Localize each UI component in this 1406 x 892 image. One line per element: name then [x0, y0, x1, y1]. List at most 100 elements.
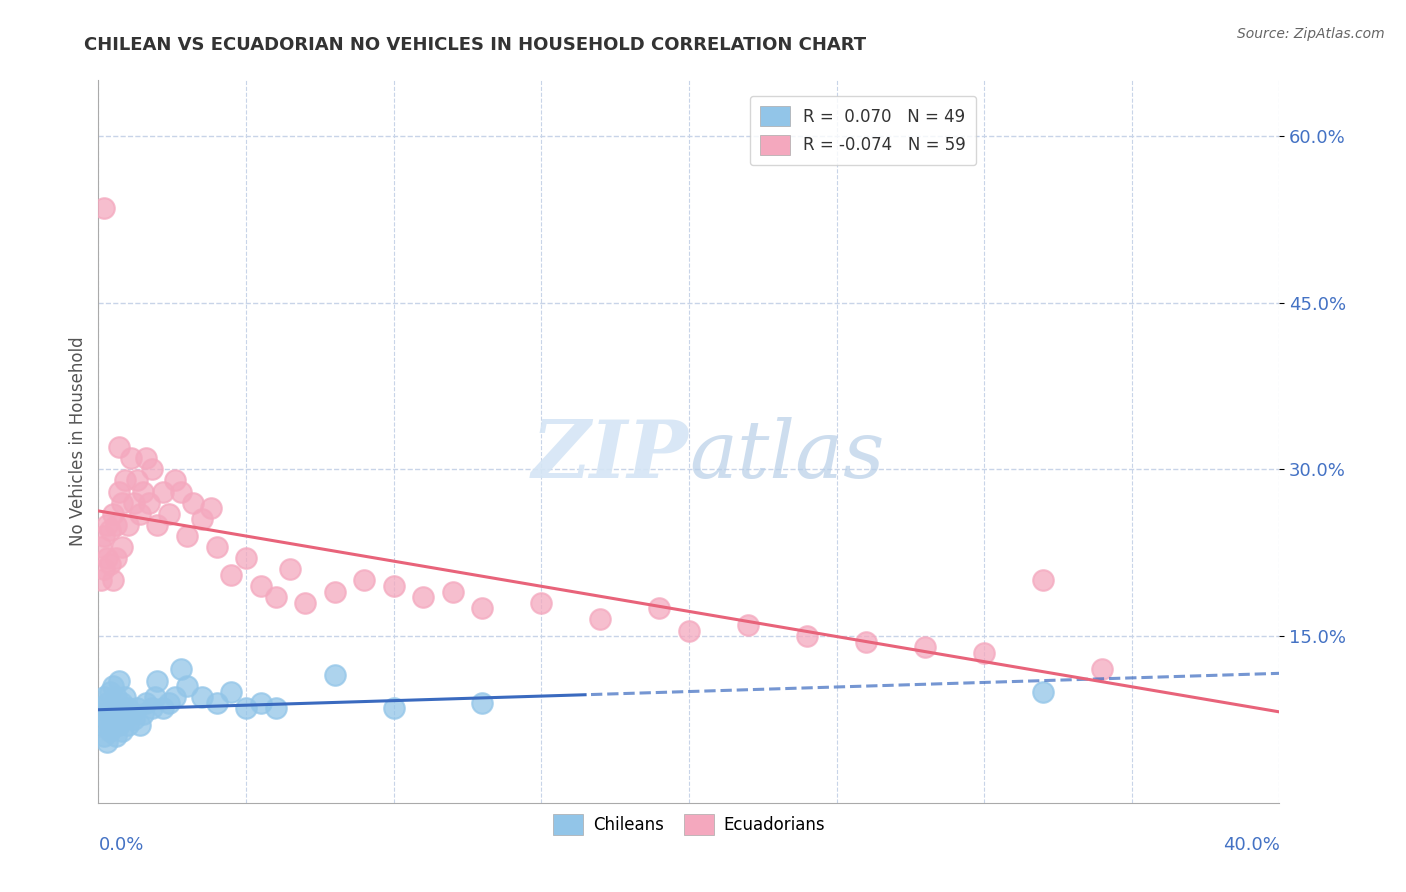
Point	[105, 729, 128, 743]
Point	[170, 484, 193, 499]
Point	[146, 673, 169, 688]
Point	[96, 696, 118, 710]
Point	[132, 706, 155, 721]
Point	[128, 507, 150, 521]
Point	[96, 713, 118, 727]
Point	[855, 634, 877, 648]
Point	[98, 524, 121, 538]
Point	[221, 684, 243, 698]
Point	[250, 696, 273, 710]
Point	[105, 690, 128, 705]
Point	[90, 574, 112, 588]
Point	[471, 696, 494, 710]
Point	[93, 690, 115, 705]
Point	[264, 701, 287, 715]
Point	[90, 706, 112, 721]
Legend: Chileans, Ecuadorians: Chileans, Ecuadorians	[546, 808, 832, 841]
Point	[117, 701, 139, 715]
Point	[737, 618, 759, 632]
Point	[122, 496, 145, 510]
Point	[108, 718, 131, 732]
Point	[152, 701, 174, 715]
Point	[125, 474, 148, 488]
Text: 40.0%: 40.0%	[1223, 836, 1279, 855]
Point	[111, 696, 134, 710]
Point	[93, 529, 115, 543]
Point	[221, 568, 243, 582]
Point	[205, 540, 228, 554]
Y-axis label: No Vehicles in Household: No Vehicles in Household	[69, 336, 87, 547]
Point	[1091, 662, 1114, 676]
Point	[98, 557, 121, 571]
Text: ZIP: ZIP	[531, 417, 689, 495]
Point	[105, 517, 128, 532]
Text: atlas: atlas	[689, 417, 884, 495]
Point	[1032, 574, 1054, 588]
Point	[796, 629, 818, 643]
Point	[441, 584, 464, 599]
Point	[111, 723, 134, 738]
Point	[93, 562, 115, 576]
Point	[103, 507, 125, 521]
Point	[93, 729, 115, 743]
Point	[323, 584, 346, 599]
Point	[98, 684, 121, 698]
Point	[1032, 684, 1054, 698]
Point	[157, 696, 180, 710]
Point	[152, 484, 174, 499]
Point	[471, 601, 494, 615]
Point	[111, 496, 134, 510]
Point	[128, 718, 150, 732]
Point	[98, 706, 121, 721]
Point	[157, 507, 180, 521]
Point	[205, 696, 228, 710]
Point	[170, 662, 193, 676]
Point	[264, 590, 287, 604]
Point	[96, 551, 118, 566]
Point	[412, 590, 434, 604]
Point	[132, 484, 155, 499]
Point	[280, 562, 302, 576]
Point	[589, 612, 612, 626]
Point	[250, 579, 273, 593]
Point	[678, 624, 700, 638]
Point	[235, 701, 257, 715]
Point	[114, 713, 136, 727]
Point	[382, 701, 405, 715]
Point	[108, 673, 131, 688]
Point	[122, 713, 145, 727]
Point	[103, 679, 125, 693]
Point	[323, 668, 346, 682]
Point	[914, 640, 936, 655]
Point	[135, 451, 157, 466]
Point	[125, 701, 148, 715]
Point	[135, 696, 157, 710]
Text: Source: ZipAtlas.com: Source: ZipAtlas.com	[1237, 27, 1385, 41]
Point	[117, 718, 139, 732]
Point	[530, 596, 553, 610]
Point	[103, 574, 125, 588]
Point	[108, 484, 131, 499]
Point	[165, 474, 187, 488]
Point	[90, 701, 112, 715]
Point	[235, 551, 257, 566]
Point	[96, 517, 118, 532]
Point	[111, 540, 134, 554]
Point	[120, 451, 142, 466]
Point	[146, 517, 169, 532]
Point	[165, 690, 187, 705]
Point	[105, 551, 128, 566]
Point	[114, 474, 136, 488]
Point	[353, 574, 375, 588]
Point	[143, 690, 166, 705]
Point	[191, 512, 214, 526]
Point	[973, 646, 995, 660]
Point	[648, 601, 671, 615]
Point	[93, 201, 115, 215]
Point	[114, 690, 136, 705]
Point	[108, 706, 131, 721]
Point	[141, 701, 163, 715]
Point	[382, 579, 405, 593]
Point	[90, 540, 112, 554]
Point	[200, 501, 222, 516]
